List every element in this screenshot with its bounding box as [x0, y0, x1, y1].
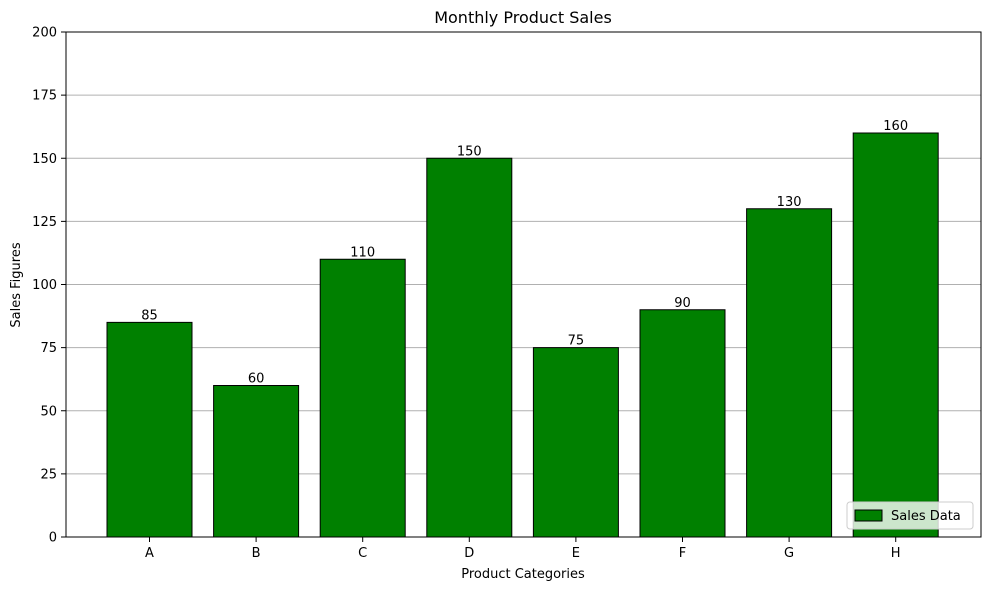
data-labels-group: 85 60 110 150 75 90 130 160 [141, 119, 908, 387]
legend: Sales Data [846, 501, 974, 530]
y-tick-label: 75 [40, 341, 57, 356]
bar-F [639, 309, 726, 538]
y-tick-label: 125 [32, 215, 57, 230]
y-axis-label: Sales Figures [9, 242, 24, 327]
bar-H [852, 132, 939, 538]
data-label-B: 60 [248, 372, 265, 387]
y-tick-label: 200 [32, 26, 57, 41]
x-tick-label-A: A [145, 546, 154, 561]
data-label-E: 75 [568, 334, 585, 349]
bar-B [213, 385, 300, 538]
x-axis-label: Product Categories [461, 567, 585, 582]
y-tick-label: 175 [32, 89, 57, 104]
axes-group: 0 25 50 75 100 125 150 175 200 A B C D E F G H [32, 26, 982, 561]
plot-frame [65, 31, 982, 538]
y-tick-label: 50 [40, 404, 57, 419]
bar-G [746, 208, 833, 538]
x-tick-label-B: B [252, 546, 261, 561]
x-tick-label-C: C [358, 546, 367, 561]
bars-group [106, 132, 939, 538]
x-tick-label-H: H [891, 546, 901, 561]
chart-title: Monthly Product Sales [434, 8, 612, 27]
data-label-D: 150 [457, 144, 482, 159]
bar-E [532, 347, 619, 538]
data-label-G: 130 [777, 195, 802, 210]
legend-swatch [854, 509, 883, 522]
data-label-H: 160 [883, 119, 908, 134]
bar-A [106, 321, 193, 538]
x-tick-label-D: D [464, 546, 474, 561]
y-tick-label: 100 [32, 278, 57, 293]
y-tick-label: 0 [49, 531, 57, 546]
data-label-C: 110 [350, 245, 375, 260]
y-tick-label: 25 [40, 467, 57, 482]
legend-label: Sales Data [891, 509, 961, 524]
x-tick-label-F: F [679, 546, 686, 561]
data-label-A: 85 [141, 308, 158, 323]
bar-D [426, 157, 513, 538]
legend-box [846, 501, 974, 530]
data-label-F: 90 [674, 296, 691, 311]
bar-C [319, 258, 406, 538]
x-tick-label-E: E [572, 546, 580, 561]
y-tick-label: 150 [32, 152, 57, 167]
grid-lines [66, 31, 981, 538]
x-tick-label-G: G [784, 546, 794, 561]
